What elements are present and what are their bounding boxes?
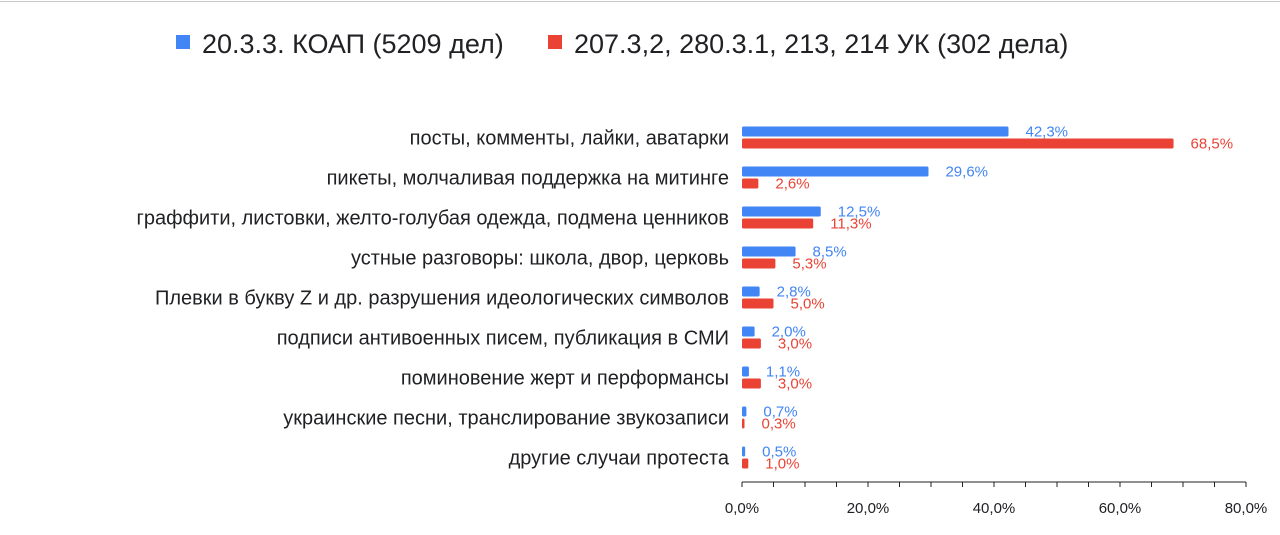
data-label-series-2: 3,0%	[778, 336, 812, 353]
bar-series-2	[742, 418, 745, 429]
bar-series-1	[742, 366, 749, 377]
data-label-series-2: 3,0%	[778, 376, 812, 393]
data-label-series-2: 2,6%	[775, 176, 809, 193]
category-label: граффити, листовки, желто-голубая одежда…	[137, 208, 729, 230]
category-label: поминовение жерт и перформансы	[401, 368, 729, 390]
data-label-series-1: 8,5%	[813, 244, 847, 261]
x-tick-label: 40,0%	[973, 500, 1016, 517]
data-label-series-1: 2,8%	[777, 284, 811, 301]
category-label: посты, комменты, лайки, аватарки	[410, 128, 729, 150]
bar-series-2	[742, 178, 759, 189]
data-label-series-1: 29,6%	[945, 164, 988, 181]
category-label: украинские песни, транслирование звукоза…	[283, 408, 729, 430]
legend: 20.3.3. КОАП (5209 дел) 207.3,2, 280.3.1,…	[176, 29, 1068, 59]
legend-swatch-2	[548, 35, 562, 49]
data-label-series-1: 1,1%	[766, 364, 800, 381]
data-label-series-2: 0,3%	[762, 416, 796, 433]
bar-series-2	[742, 218, 814, 229]
bar-series-2	[742, 338, 761, 349]
data-label-series-1: 2,0%	[772, 324, 806, 341]
x-tick-label: 80,0%	[1225, 500, 1268, 517]
data-label-series-1: 42,3%	[1025, 124, 1068, 141]
data-label-series-2: 5,3%	[792, 256, 826, 273]
bar-series-1	[742, 126, 1009, 137]
category-label: Плевки в букву Z и др. разрушения идеоло…	[155, 288, 729, 310]
category-label: пикеты, молчаливая поддержка на митинге	[327, 168, 729, 190]
category-label: подписи антивоенных писем, публикация в …	[277, 328, 729, 350]
bar-series-1	[742, 206, 821, 217]
data-label-series-2: 5,0%	[791, 296, 825, 313]
bar-series-1	[742, 446, 746, 457]
x-tick-label: 0,0%	[725, 500, 759, 517]
bar-series-2	[742, 378, 761, 389]
x-tick-label: 20,0%	[847, 500, 890, 517]
bar-series-1	[742, 166, 929, 177]
bar-series-2	[742, 138, 1174, 149]
data-label-series-1: 12,5%	[838, 204, 881, 221]
plot-area: посты, комменты, лайки, аватарки пикеты, …	[137, 124, 1268, 518]
legend-label-1: 20.3.3. КОАП (5209 дел)	[202, 29, 504, 59]
bar-series-1	[742, 286, 760, 297]
legend-label-2: 207.3,2, 280.3.1, 213, 214 УК (302 дела)	[574, 29, 1068, 59]
category-label: другие случаи протеста	[509, 448, 730, 470]
data-label-series-1: 0,7%	[763, 404, 797, 421]
category-label: устные разговоры: школа, двор, церковь	[351, 248, 729, 270]
data-label-series-2: 68,5%	[1191, 136, 1234, 153]
bar-series-2	[742, 458, 749, 469]
x-tick-label: 60,0%	[1099, 500, 1142, 517]
data-label-series-2: 1,0%	[765, 456, 799, 473]
bar-series-1	[742, 246, 796, 257]
data-label-series-2: 11,3%	[830, 216, 871, 233]
bar-series-2	[742, 298, 774, 309]
bar-series-2	[742, 258, 776, 269]
bar-series-1	[742, 326, 755, 337]
legend-swatch-1	[176, 35, 190, 49]
data-label-series-1: 0,5%	[762, 444, 796, 461]
bar-series-1	[742, 406, 747, 417]
